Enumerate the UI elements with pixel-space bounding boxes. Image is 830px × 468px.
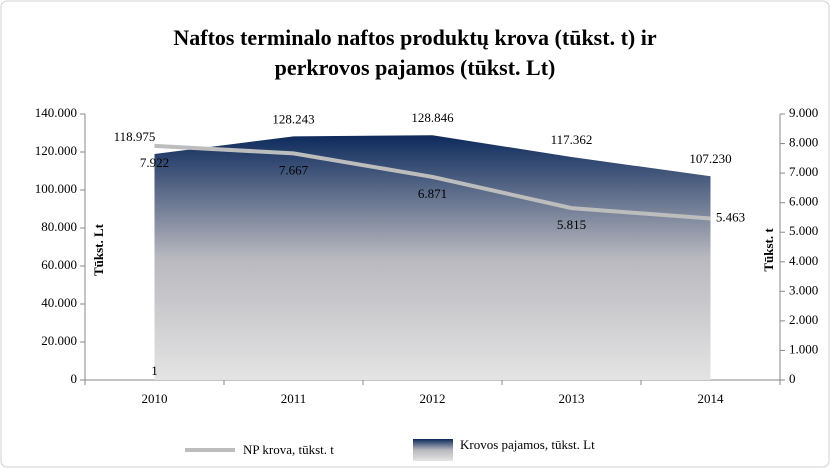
area: [154, 135, 711, 380]
y-tick-label: 20.000: [41, 333, 77, 348]
data-label: 117.362: [551, 132, 593, 147]
chart-title: perkrovos pajamos (tūkst. Lt): [275, 55, 556, 80]
x-tick-label: 2014: [698, 391, 725, 406]
chart-title: Naftos terminalo naftos produktų krova (…: [173, 25, 656, 50]
x-tick-label: 2011: [281, 391, 307, 406]
y-tick-label: 100.000: [35, 181, 77, 196]
y2-tick-label: 4.000: [789, 253, 818, 268]
data-label: 6.871: [418, 186, 447, 201]
y-tick-label: 60.000: [41, 257, 77, 272]
legend-swatch: [413, 439, 453, 461]
data-label: 7.667: [279, 162, 309, 177]
data-label: 107.230: [689, 151, 731, 166]
y-tick-label: 80.000: [41, 219, 77, 234]
y-tick-label: 0: [71, 371, 78, 386]
data-label: 5.815: [557, 217, 586, 232]
y2-tick-label: 8.000: [789, 135, 818, 150]
data-label: 128.846: [411, 110, 454, 125]
y2-tick-label: 0: [789, 371, 796, 386]
y2-axis-label: Tūkst. t: [761, 228, 776, 272]
legend-label: Krovos pajamos, tūkst. Lt: [460, 437, 595, 452]
x-tick-label: 2010: [142, 391, 168, 406]
y2-tick-label: 9.000: [789, 105, 818, 120]
y2-tick-label: 6.000: [789, 194, 818, 209]
y2-tick-label: 5.000: [789, 223, 818, 238]
x-tick-label: 2013: [559, 391, 585, 406]
x-tick-label: 2012: [420, 391, 446, 406]
data-label: 5.463: [716, 210, 745, 225]
y-axis-label: Tūkst. Lt: [91, 223, 106, 276]
y2-tick-label: 3.000: [789, 282, 818, 297]
annotation: 1: [151, 363, 158, 378]
data-label: 118.975: [114, 129, 156, 144]
y2-tick-label: 7.000: [789, 164, 818, 179]
y2-tick-label: 2.000: [789, 312, 818, 327]
data-label: 128.243: [272, 111, 314, 126]
legend-label: NP krova, tūkst. t: [243, 442, 334, 457]
y2-tick-label: 1.000: [789, 341, 818, 356]
data-label: 7.922: [140, 155, 169, 170]
y-tick-label: 40.000: [41, 295, 77, 310]
line: [154, 143, 711, 221]
y-tick-label: 120.000: [35, 143, 77, 158]
y-tick-label: 140.000: [35, 105, 77, 120]
